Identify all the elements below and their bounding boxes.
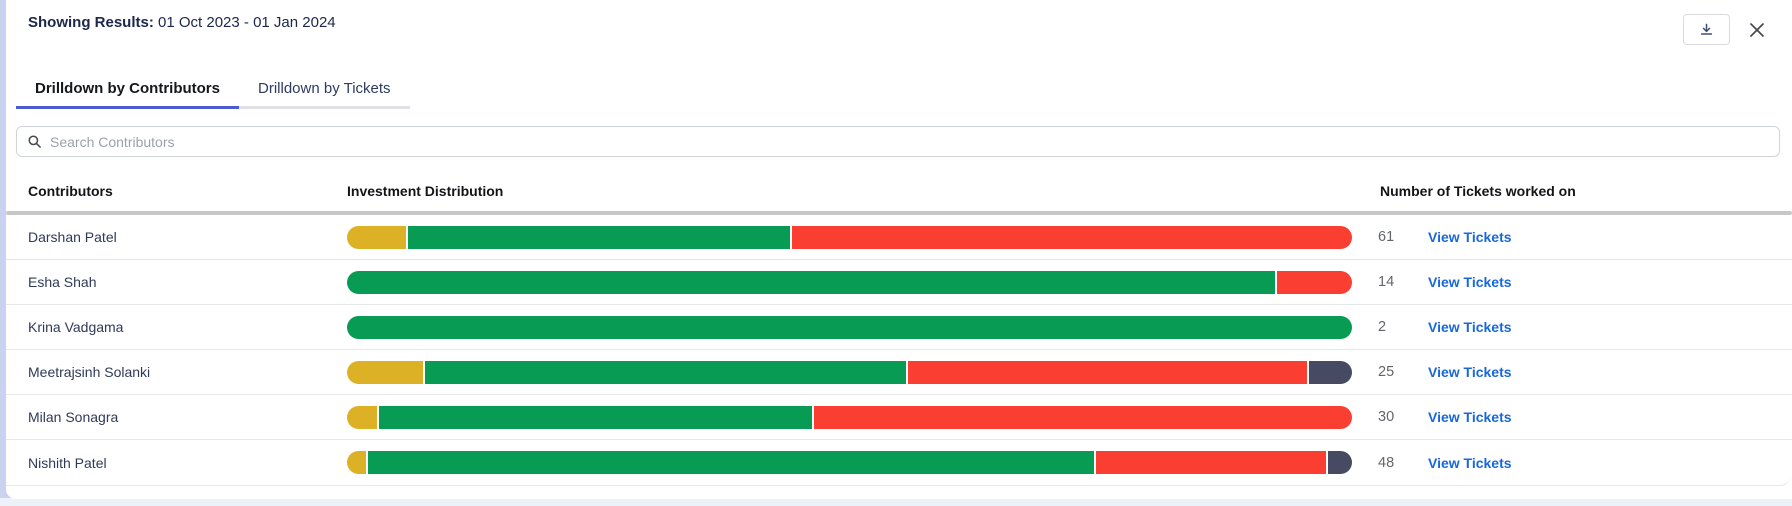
bar-segment-green — [407, 225, 790, 249]
bar-segment-green — [378, 405, 812, 429]
stacked-bar — [347, 360, 1352, 384]
bar-segment-red — [813, 405, 1352, 429]
download-button[interactable] — [1683, 14, 1730, 45]
investment-distribution-cell — [347, 225, 1352, 249]
table-row: Nishith Patel 48 View Tickets — [6, 440, 1792, 485]
bar-segment-dark — [1328, 451, 1352, 474]
view-tickets-link[interactable]: View Tickets — [1428, 274, 1512, 290]
contributor-name: Nishith Patel — [28, 454, 107, 471]
investment-distribution-cell — [347, 405, 1352, 429]
contributor-name: Krina Vadgama — [28, 319, 124, 335]
view-tickets-link[interactable]: View Tickets — [1428, 454, 1512, 471]
close-icon — [1747, 20, 1767, 40]
table-row: Milan Sonagra 30 View Tickets — [6, 395, 1792, 440]
bar-segment-green — [424, 360, 906, 384]
contributor-name: Meetrajsinh Solanki — [28, 364, 151, 380]
tickets-count: 61 — [1378, 229, 1395, 245]
column-header-tickets-worked-on: Number of Tickets worked on — [1380, 183, 1576, 199]
bar-segment-yellow — [347, 225, 406, 249]
bar-segment-red — [1276, 270, 1352, 294]
bar-segment-red — [1095, 451, 1327, 474]
investment-distribution-cell — [347, 315, 1352, 339]
stacked-bar — [347, 451, 1352, 474]
search-bar — [16, 126, 1780, 157]
bar-segment-dark — [1309, 360, 1352, 384]
table-header-row: Contributors Investment Distribution Num… — [6, 179, 1792, 203]
investment-distribution-cell — [347, 451, 1352, 474]
view-tickets-link[interactable]: View Tickets — [1428, 364, 1512, 380]
showing-results-label: Showing Results: — [28, 14, 154, 31]
date-range: 01 Oct 2023 - 01 Jan 2024 — [153, 14, 336, 31]
bar-segment-red — [791, 225, 1352, 249]
table-header-divider — [6, 211, 1792, 215]
page-backdrop-band — [0, 498, 1792, 506]
close-button[interactable] — [1746, 19, 1768, 41]
investment-distribution-cell — [347, 360, 1352, 384]
table-row: Krina Vadgama 2 View Tickets — [6, 305, 1792, 350]
tickets-count: 30 — [1378, 409, 1395, 425]
drilldown-panel: Showing Results: 01 Oct 2023 - 01 Jan 20… — [6, 0, 1792, 499]
stacked-bar — [347, 405, 1352, 429]
contributor-name: Milan Sonagra — [28, 409, 119, 425]
stacked-bar — [347, 270, 1352, 294]
column-header-contributors: Contributors — [28, 183, 113, 199]
bar-segment-red — [907, 360, 1308, 384]
tickets-count: 14 — [1378, 274, 1395, 290]
bar-segment-yellow — [347, 360, 423, 384]
tab-bar: Drilldown by Contributors Drilldown by T… — [16, 70, 410, 109]
bar-segment-green — [347, 270, 1275, 294]
table-row: Esha Shah 14 View Tickets — [6, 260, 1792, 305]
panel-header: Showing Results: 01 Oct 2023 - 01 Jan 20… — [6, 0, 1792, 56]
download-icon — [1699, 22, 1714, 37]
search-icon — [27, 134, 42, 149]
tickets-count: 2 — [1378, 319, 1387, 335]
contributor-name: Esha Shah — [28, 274, 97, 290]
view-tickets-link[interactable]: View Tickets — [1428, 319, 1512, 335]
view-tickets-link[interactable]: View Tickets — [1428, 229, 1512, 245]
view-tickets-link[interactable]: View Tickets — [1428, 409, 1512, 425]
investment-distribution-cell — [347, 270, 1352, 294]
table-row: Meetrajsinh Solanki 25 View Tickets — [6, 350, 1792, 395]
tickets-count: 25 — [1378, 364, 1395, 380]
tickets-count: 48 — [1378, 454, 1395, 471]
stacked-bar — [347, 315, 1352, 339]
column-header-investment-distribution: Investment Distribution — [347, 183, 504, 199]
bar-segment-green — [367, 451, 1094, 474]
bar-segment-green — [347, 315, 1352, 339]
showing-results-text: Showing Results: 01 Oct 2023 - 01 Jan 20… — [28, 14, 336, 31]
search-input[interactable] — [50, 133, 1769, 150]
tab-drilldown-by-tickets[interactable]: Drilldown by Tickets — [258, 80, 391, 97]
tab-drilldown-by-contributors[interactable]: Drilldown by Contributors — [16, 70, 239, 109]
table-row: Darshan Patel 61 View Tickets — [6, 215, 1792, 260]
stacked-bar — [347, 225, 1352, 249]
bar-segment-yellow — [347, 405, 377, 429]
contributor-name: Darshan Patel — [28, 229, 117, 245]
contributors-table-body: Darshan Patel 61 View Tickets Esha Shah … — [6, 215, 1792, 486]
bar-segment-yellow — [347, 451, 366, 474]
